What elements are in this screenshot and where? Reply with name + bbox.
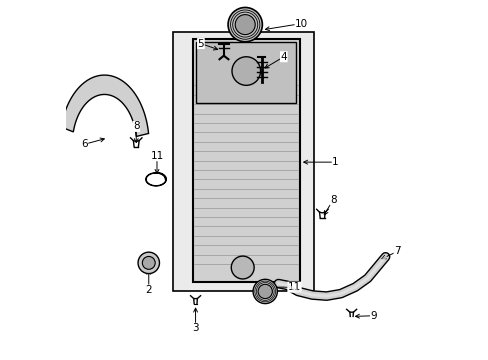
Text: 9: 9 xyxy=(370,311,376,321)
Text: 8: 8 xyxy=(329,195,336,204)
Circle shape xyxy=(227,8,262,42)
Text: 3: 3 xyxy=(192,323,199,333)
Polygon shape xyxy=(61,75,148,136)
Bar xyxy=(192,39,299,282)
Bar xyxy=(196,42,296,103)
Text: 5: 5 xyxy=(197,39,204,49)
Circle shape xyxy=(231,256,254,279)
Circle shape xyxy=(231,57,260,85)
Text: 8: 8 xyxy=(133,121,139,131)
Text: 2: 2 xyxy=(145,285,152,295)
Text: 11: 11 xyxy=(150,151,163,161)
Text: 4: 4 xyxy=(280,52,286,62)
Circle shape xyxy=(258,284,272,298)
Text: 10: 10 xyxy=(294,18,307,28)
Text: 1: 1 xyxy=(332,157,338,167)
Circle shape xyxy=(138,252,159,274)
Text: 7: 7 xyxy=(393,247,400,256)
Circle shape xyxy=(235,15,255,35)
Text: 11: 11 xyxy=(287,282,301,292)
Text: 6: 6 xyxy=(81,139,88,149)
Circle shape xyxy=(253,279,277,303)
Bar xyxy=(173,32,313,291)
Circle shape xyxy=(142,256,155,269)
